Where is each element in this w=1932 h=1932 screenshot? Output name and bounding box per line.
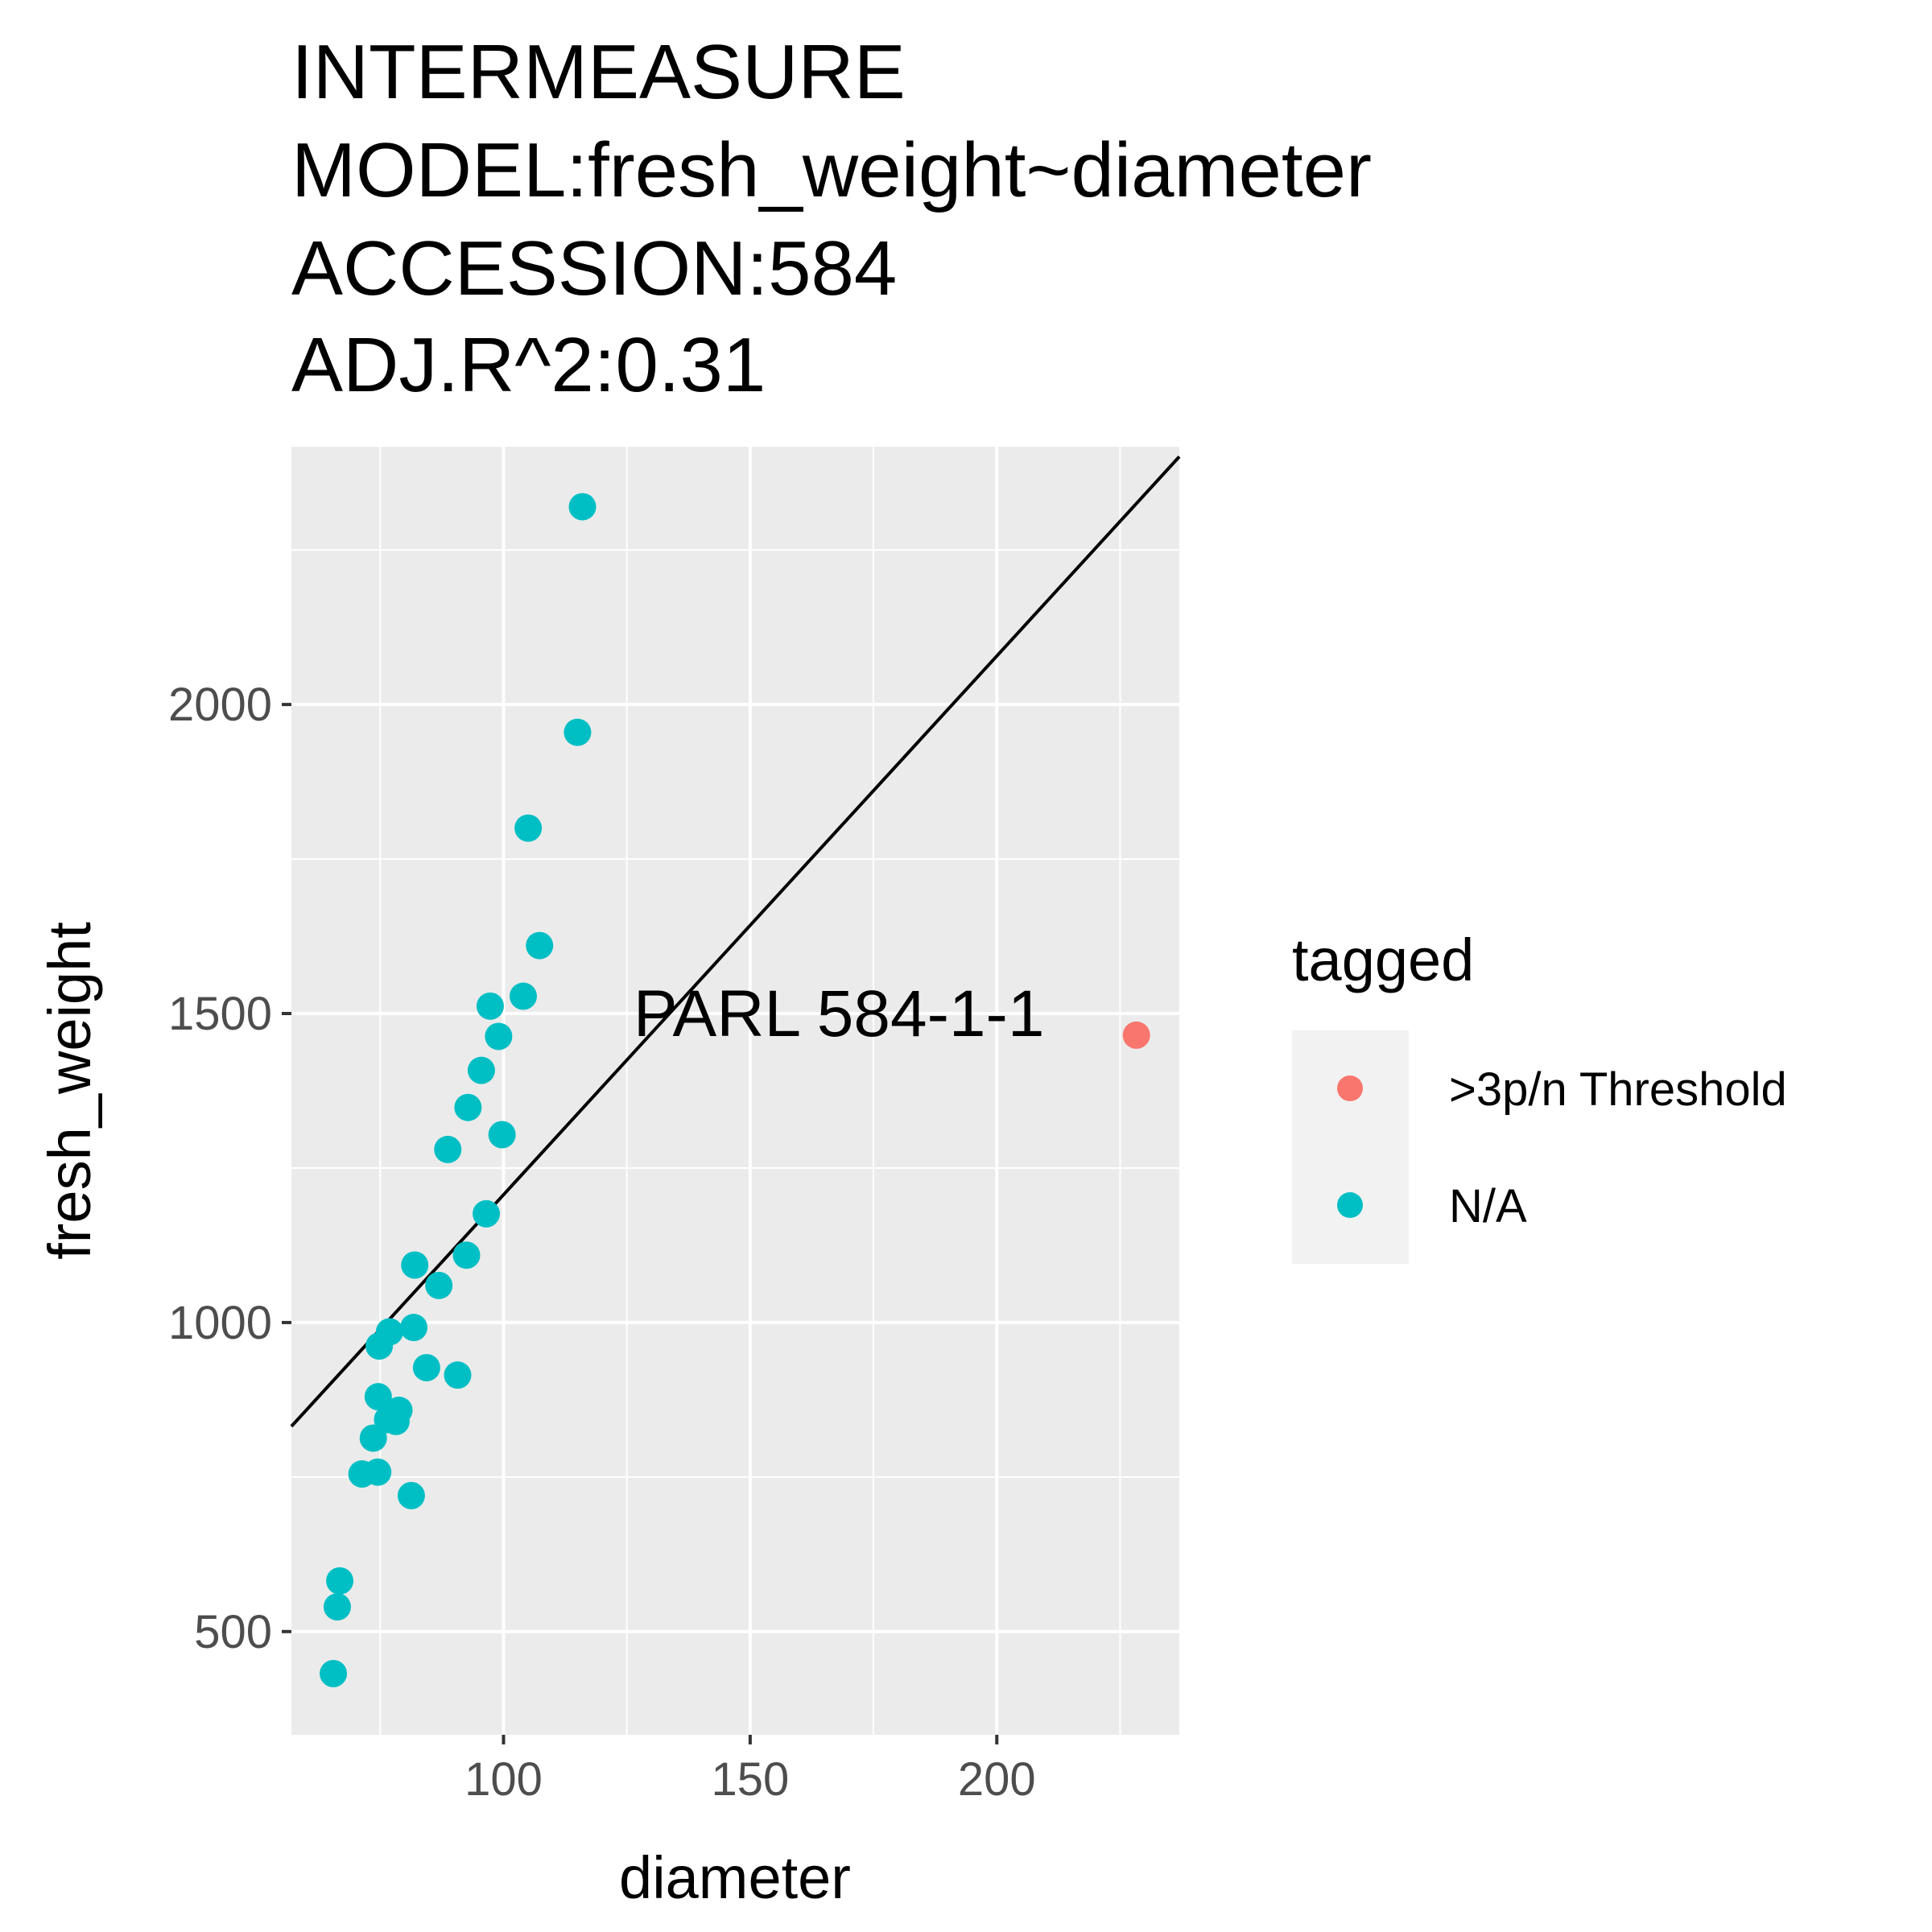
- legend-title: tagged: [1292, 927, 1474, 993]
- plot-panel: [291, 447, 1179, 1735]
- data-point: [364, 1383, 392, 1411]
- y-tick-label: 1500: [168, 988, 272, 1040]
- data-point: [454, 1093, 482, 1121]
- data-point: [425, 1271, 453, 1299]
- data-point: [374, 1406, 402, 1434]
- x-tick-label: 200: [958, 1753, 1036, 1806]
- minor-gridlines: [291, 447, 1179, 1735]
- y-tick-label: 500: [194, 1606, 272, 1658]
- title-line-1: INTERMEASURE: [291, 29, 906, 115]
- data-point: [397, 1481, 425, 1509]
- title-line-3: ACCESSION:584: [291, 225, 897, 312]
- chart-title: INTERMEASURE MODEL:fresh_weight~diameter…: [291, 29, 1372, 408]
- data-point: [401, 1251, 429, 1279]
- data-point: [359, 1424, 387, 1452]
- y-tick-label: 1000: [168, 1297, 272, 1349]
- data-point: [514, 814, 543, 842]
- data-point: [348, 1460, 376, 1488]
- data-point: [1122, 1021, 1150, 1049]
- data-point: [488, 1121, 516, 1149]
- data-point: [323, 1593, 351, 1621]
- annotation-label: PARL 584-1-1: [634, 977, 1045, 1051]
- y-axis-title: fresh_weight: [36, 922, 103, 1260]
- legend-label-na: N/A: [1449, 1180, 1527, 1232]
- data-point: [476, 992, 504, 1020]
- legend-label-threshold: >3p/n Threshold: [1449, 1063, 1787, 1116]
- x-axis: 100 150 200: [464, 1735, 1036, 1806]
- data-point: [399, 1314, 427, 1342]
- regression-line: [290, 455, 1181, 1428]
- y-tick-label: 2000: [168, 679, 272, 731]
- data-point: [326, 1567, 354, 1595]
- data-point: [564, 718, 592, 746]
- title-line-2: MODEL:fresh_weight~diameter: [291, 127, 1372, 213]
- data-point: [452, 1241, 481, 1269]
- x-tick-label: 150: [711, 1753, 789, 1806]
- legend: tagged >3p/n Threshold N/A: [1292, 927, 1787, 1264]
- data-point: [485, 1022, 513, 1051]
- legend-dot-na: [1337, 1192, 1363, 1218]
- data-point: [412, 1353, 440, 1381]
- data-points: [320, 493, 1150, 1687]
- data-point: [320, 1659, 348, 1687]
- data-point: [467, 1056, 495, 1084]
- data-point: [365, 1332, 394, 1360]
- annotations: PARL 584-1-1: [634, 977, 1045, 1051]
- x-axis-title: diameter: [619, 1844, 851, 1911]
- data-point: [473, 1199, 501, 1228]
- data-point: [526, 931, 554, 960]
- y-axis: 500 1000 1500 2000: [168, 679, 291, 1658]
- data-point: [444, 1361, 472, 1389]
- data-point: [510, 982, 538, 1010]
- title-line-4: ADJ.R^2:0.31: [291, 322, 766, 408]
- legend-dot-threshold: [1337, 1075, 1363, 1101]
- data-point: [568, 493, 597, 521]
- data-point: [434, 1135, 462, 1163]
- x-tick-label: 100: [464, 1753, 543, 1806]
- regression-line-group: [290, 455, 1181, 1428]
- major-gridlines: [291, 447, 1179, 1735]
